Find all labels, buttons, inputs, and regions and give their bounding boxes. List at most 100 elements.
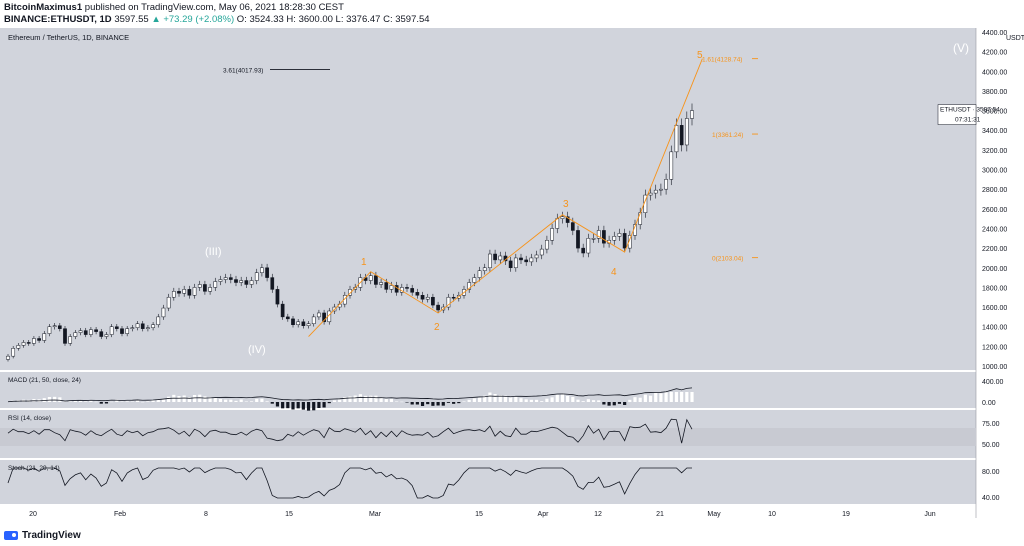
macd-bar [234,400,238,402]
macd-bar [338,399,342,402]
stoch-title: Stoch (21, 29, 14) [8,465,60,472]
macd-tick-label: 0.00 [982,400,996,407]
candle-body [415,292,420,296]
candle-body [529,257,534,263]
candle-body [270,277,275,290]
rsi-tick-label: 50.00 [982,442,1000,449]
macd-bar [395,401,399,402]
macd-bar [104,402,109,404]
candle-body [627,235,632,249]
macd-bar [457,402,461,404]
macd-bar [431,402,435,406]
macd-bar [255,398,259,402]
candle-body [524,259,529,263]
macd-bar [586,399,590,402]
y-tick-label: 4200.00 [982,50,1007,57]
wave-label: 2 [434,322,440,333]
macd-bar [654,393,658,402]
macd-bar [669,392,673,402]
y-tick-label: 2800.00 [982,187,1007,194]
macd-bar [244,401,248,402]
candle-body [679,125,684,146]
candle-body [596,230,601,239]
macd-bar [306,402,311,411]
candle-body [368,275,373,281]
candle-body [498,255,503,261]
macd-bar [420,402,425,406]
macd-bar [581,401,585,402]
candle-body [177,291,181,294]
fib-level-label: 1(3361.24) [712,132,743,139]
macd-bar [664,392,668,402]
candle-body [550,228,554,241]
candle-body [348,289,352,296]
candle-body [539,248,544,256]
fib-level-label: 3.61(4017.93) [223,68,263,75]
candle-body [94,329,98,332]
macd-bar [379,397,383,402]
candle-body [280,303,285,318]
macd-bar [286,402,290,409]
candle-body [436,304,440,311]
candle-body [669,151,674,180]
candle-body [472,277,477,283]
x-tick-label: Apr [538,511,550,518]
y-tick-label: 3600.00 [982,109,1007,116]
candle-body [6,355,10,360]
macd-bar [146,401,150,402]
candle-body [89,329,93,335]
candle-body [223,277,228,280]
x-tick-label: 8 [204,511,208,518]
macd-bar [488,392,492,402]
stoch-tick-label: 80.00 [982,469,1000,476]
candle-body [545,240,549,250]
macd-bar [203,396,207,402]
candle-body [384,282,389,290]
candle-body [534,254,539,259]
candle-body [519,257,523,261]
candle-body [187,289,192,296]
macd-bar [674,392,679,402]
y-tick-label: 4000.00 [982,69,1007,76]
last-price-tag [937,104,977,125]
macd-bar [566,396,570,402]
footer-brand: TradingView [4,530,81,541]
macd-bar [374,395,378,402]
macd-bar [441,402,445,406]
macd-bar [405,402,409,403]
macd-bar [198,394,202,402]
macd-bar [270,402,274,404]
macd-bar [110,401,114,403]
macd-bar [597,400,601,402]
candle-body [37,338,41,341]
candle-body [120,328,124,334]
candle-body [104,334,109,337]
macd-bar [591,400,596,402]
candle-body [42,333,47,341]
macd-bar [177,396,181,402]
candle-body [405,287,409,289]
symbol-info: BINANCE:ETHUSDT, 1D 3597.55 ▲ +73.29 (+2… [4,14,430,25]
symbol-name: BINANCE:ETHUSDT, 1D [4,14,112,25]
candle-body [648,192,653,196]
macd-bar [84,401,88,402]
macd-panel [0,372,976,408]
macd-bar [529,399,533,402]
candle-body [674,125,679,153]
macd-bar [218,399,223,402]
rsi-tick-label: 75.00 [982,421,1000,428]
macd-bar [224,399,228,402]
price-chart[interactable]: 1000.001200.001400.001600.001800.002000.… [0,28,1024,528]
tradingview-logo-icon [4,531,18,540]
candle-body [311,316,316,325]
macd-bar [291,402,295,410]
candle-body [482,267,487,271]
elliott-wave-path [308,58,703,337]
macd-bar [348,396,352,402]
candle-body [431,296,435,306]
candle-body [203,284,207,292]
candle-body [513,257,518,269]
macd-bar [192,395,197,402]
candle-body [690,110,694,119]
candle-body [213,281,218,288]
